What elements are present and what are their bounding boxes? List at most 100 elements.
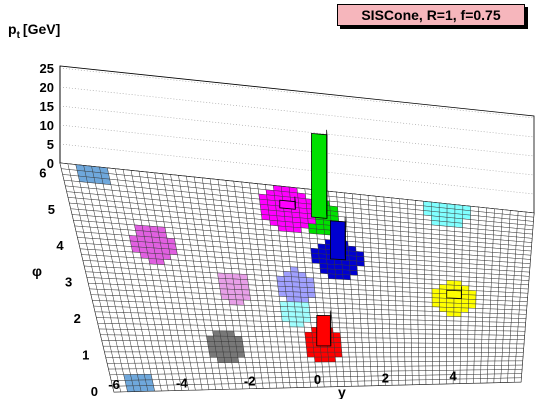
lego-cell bbox=[197, 240, 206, 247]
lego-cell bbox=[503, 317, 512, 323]
lego-cell bbox=[300, 227, 310, 234]
lego-cell bbox=[505, 291, 514, 298]
lego-cell bbox=[116, 245, 126, 252]
lego-cell bbox=[405, 375, 413, 381]
lego-cell bbox=[356, 256, 365, 262]
lego-cell bbox=[143, 193, 153, 200]
lego-cell bbox=[378, 248, 387, 254]
lego-cell bbox=[344, 298, 353, 305]
lego-cell bbox=[200, 261, 210, 268]
lego-cell bbox=[189, 239, 199, 246]
lego-cell bbox=[388, 300, 397, 306]
lego-cell bbox=[314, 361, 323, 368]
lego-cell bbox=[516, 347, 524, 353]
lego-cell bbox=[431, 283, 440, 290]
lego-cell bbox=[348, 352, 357, 358]
lego-cell bbox=[140, 182, 151, 189]
lego-cell bbox=[265, 357, 274, 363]
lego-cell bbox=[284, 281, 293, 288]
lego-cell bbox=[353, 327, 362, 334]
lego-cell bbox=[281, 255, 290, 262]
lego-cell bbox=[160, 242, 170, 250]
lego-cell bbox=[158, 379, 168, 386]
lego-cell bbox=[190, 244, 200, 252]
lego-cell bbox=[264, 351, 273, 358]
lego-cell bbox=[193, 378, 202, 385]
lego-cell bbox=[432, 361, 440, 367]
lego-cell bbox=[307, 218, 317, 225]
lego-cell bbox=[279, 357, 288, 363]
lego-cell bbox=[155, 362, 165, 369]
lego-cell bbox=[488, 343, 496, 349]
lego-cell bbox=[301, 366, 310, 373]
lego-cell bbox=[402, 296, 411, 302]
lego-cell bbox=[476, 268, 485, 274]
lego-cell bbox=[130, 279, 140, 286]
lego-cell bbox=[176, 292, 186, 299]
lego-cell bbox=[294, 241, 304, 248]
lego-cell bbox=[212, 241, 221, 248]
lego-cell bbox=[467, 343, 475, 349]
lego-cell bbox=[260, 209, 270, 216]
lego-cell bbox=[453, 316, 462, 322]
lego-cell bbox=[446, 257, 455, 264]
lego-cell bbox=[313, 346, 322, 353]
lego-cell bbox=[402, 300, 411, 307]
lego-cell bbox=[182, 357, 191, 364]
lego-cell bbox=[358, 294, 367, 300]
lego-cell bbox=[491, 260, 501, 267]
lego-cell bbox=[293, 226, 302, 233]
lego-cell bbox=[191, 250, 201, 257]
lego-cell bbox=[116, 212, 126, 220]
lego-cell bbox=[201, 266, 211, 273]
lego-cell bbox=[409, 291, 418, 298]
x-tick-label: -2 bbox=[244, 374, 256, 389]
lego-cell bbox=[161, 286, 171, 293]
lego-cell bbox=[481, 339, 490, 344]
lego-cell bbox=[425, 352, 433, 358]
lego-cell bbox=[213, 199, 223, 207]
lego-cell bbox=[255, 228, 265, 236]
lego-cell bbox=[408, 236, 417, 243]
lego-cell bbox=[231, 315, 240, 321]
lego-cell bbox=[187, 384, 196, 391]
lego-cell bbox=[480, 373, 488, 379]
lego-cell bbox=[221, 205, 231, 212]
lego-cell bbox=[512, 292, 521, 298]
lego-cell bbox=[183, 287, 192, 294]
lego-cell bbox=[381, 304, 390, 311]
lego-cell bbox=[259, 259, 269, 266]
lego-cell bbox=[214, 298, 223, 305]
lego-cell bbox=[195, 314, 204, 321]
lego-cell bbox=[228, 252, 238, 259]
lego-cell bbox=[136, 274, 146, 281]
lego-cell bbox=[359, 308, 368, 315]
lego-cell bbox=[424, 292, 433, 298]
lego-cell bbox=[484, 255, 493, 262]
lego-cell bbox=[184, 212, 194, 220]
lego-cell bbox=[290, 266, 299, 273]
lego-cell bbox=[397, 366, 406, 372]
lego-cell bbox=[238, 217, 248, 224]
lego-cell bbox=[268, 377, 277, 384]
lego-cell bbox=[439, 270, 448, 277]
lego-cell bbox=[194, 266, 203, 273]
lego-cell bbox=[326, 263, 336, 270]
lego-cell bbox=[476, 259, 485, 266]
lego-cell bbox=[191, 292, 201, 299]
lego-cell bbox=[176, 330, 186, 336]
lego-cell bbox=[477, 237, 486, 244]
lego-cell bbox=[523, 245, 532, 252]
lego-cell bbox=[389, 337, 398, 344]
lego-cell bbox=[200, 303, 210, 310]
lego-cell bbox=[142, 301, 152, 308]
lego-cell bbox=[439, 347, 447, 353]
lego-cell bbox=[446, 244, 455, 250]
lego-cell bbox=[137, 346, 147, 353]
lego-cell bbox=[454, 271, 462, 277]
lego-cell bbox=[162, 329, 172, 336]
lego-cell bbox=[328, 361, 337, 368]
lego-cell bbox=[274, 372, 283, 378]
lego-cell bbox=[439, 238, 448, 245]
lego-cell bbox=[453, 325, 462, 331]
